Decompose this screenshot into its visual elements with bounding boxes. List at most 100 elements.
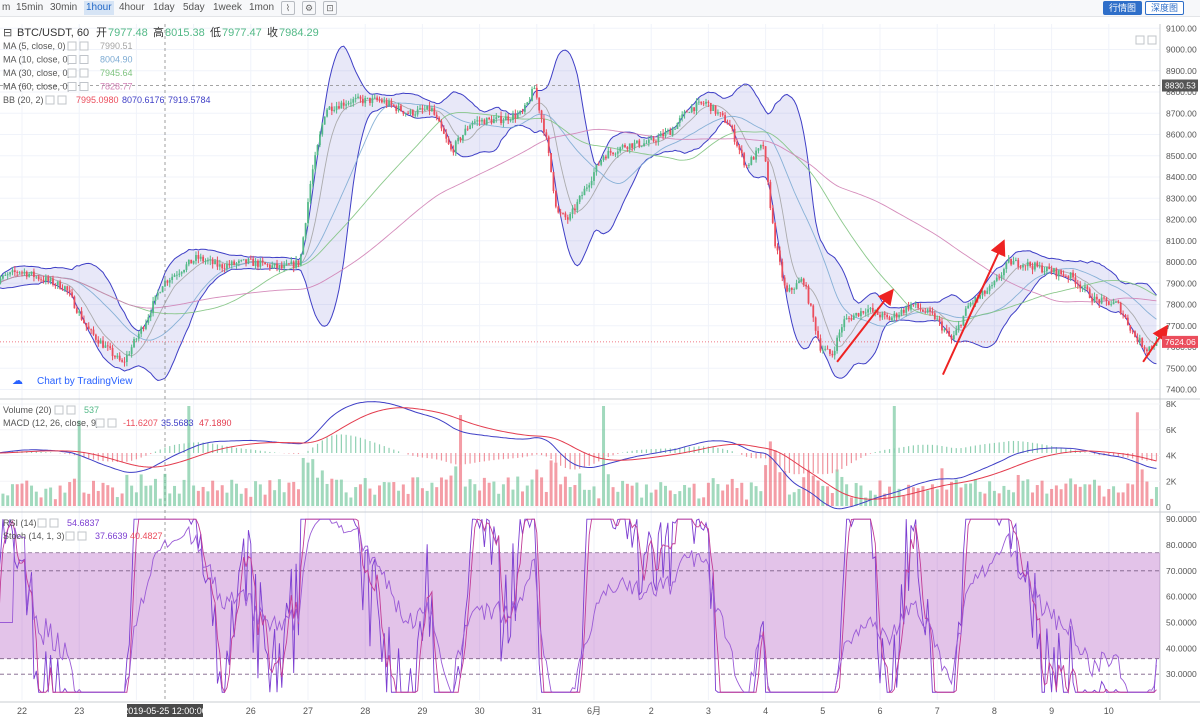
candle-body — [92, 329, 95, 335]
candle-body — [423, 109, 426, 111]
tab-chart-view[interactable]: 行情图 — [1103, 1, 1143, 15]
volume-bar — [1107, 489, 1111, 506]
candle-body — [681, 114, 684, 119]
volume-bar — [973, 479, 977, 506]
candle-body — [607, 150, 610, 159]
candle-body — [228, 264, 231, 266]
volume-bar — [888, 486, 892, 506]
candle-body — [576, 201, 579, 211]
volume-bar — [573, 485, 577, 506]
timeframe-m[interactable]: m — [2, 2, 11, 13]
candle-body — [964, 308, 967, 316]
candle-body — [369, 97, 371, 103]
tradingview-chart[interactable]: 9100.00 9000.00 8900.00 8800.00 8700.00 8600.… — [0, 17, 1200, 720]
candle-body — [743, 153, 746, 166]
volume-bar — [130, 485, 134, 506]
candle-body — [414, 114, 417, 116]
candle-body — [416, 109, 419, 115]
candle-body — [488, 117, 491, 120]
settings-icon[interactable]: ⚙ — [302, 1, 316, 15]
candle-body — [879, 314, 881, 318]
candle-body — [838, 332, 841, 338]
candle-body — [1060, 270, 1063, 275]
candle-body — [176, 274, 178, 276]
volume-bar — [397, 490, 401, 506]
candle-body — [500, 116, 502, 124]
candle-body — [1072, 272, 1074, 278]
volume-bar — [1035, 485, 1039, 506]
volume-bar — [544, 491, 548, 506]
candle-body — [621, 145, 624, 148]
candle-body — [354, 97, 357, 100]
price-tick-label: 8300.00 — [1166, 193, 1197, 203]
candle-body — [454, 141, 457, 153]
candle-body — [733, 128, 736, 142]
annotation-arrows — [836, 239, 1169, 376]
macd-legend-value: -11.6207 — [123, 418, 158, 428]
candle-body — [471, 122, 474, 126]
candle-body — [1065, 276, 1067, 277]
timeframe-1week[interactable]: 1week — [213, 2, 242, 13]
volume-bar — [606, 474, 610, 506]
volume-bar — [625, 483, 629, 506]
volume-bar — [416, 477, 420, 506]
timeframe-1day[interactable]: 1day — [153, 2, 175, 13]
candle-body — [917, 303, 920, 308]
candle-body — [30, 271, 33, 274]
timeframe-5day[interactable]: 5day — [183, 2, 205, 13]
candle-body — [380, 100, 383, 103]
candle-body — [712, 105, 715, 111]
volume-tick-label: 6K — [1166, 425, 1177, 435]
candle-body — [464, 128, 467, 136]
volume-bar — [711, 478, 715, 506]
candle-body — [986, 290, 989, 294]
volume-bar — [797, 488, 801, 506]
timeframe-1mon[interactable]: 1mon — [249, 2, 275, 13]
timeframe-15min[interactable]: 15min — [16, 2, 44, 13]
candle-body — [1081, 288, 1084, 290]
screenshot-icon[interactable]: ⊡ — [323, 1, 337, 15]
macd-legend-value: 47.1890 — [199, 418, 232, 428]
ma-legend-label: MA (10, close, 0) — [3, 55, 71, 65]
legend-eye-icon — [45, 95, 55, 105]
volume-bar — [139, 474, 143, 506]
candle-body — [419, 108, 421, 110]
volume-bar — [1145, 481, 1149, 506]
candle-body — [35, 276, 38, 278]
candle-body — [114, 356, 116, 358]
candle-body — [197, 255, 200, 259]
volume-bar — [826, 486, 830, 506]
candle-body — [373, 97, 376, 99]
volume-bar — [444, 479, 448, 506]
price-tick-label: 7800.00 — [1166, 300, 1197, 310]
candle-body — [883, 313, 886, 315]
timeframe-1hour[interactable]: 1hour — [84, 1, 114, 15]
legend-eye-icon — [65, 531, 75, 541]
candle-body — [805, 284, 808, 287]
candle-body — [426, 105, 429, 110]
timeframe-4hour[interactable]: 4hour — [119, 2, 145, 13]
candle-body — [574, 208, 576, 211]
volume-bar — [959, 487, 963, 506]
volume-bar — [335, 479, 339, 506]
candle-body — [125, 354, 128, 362]
candle-body — [521, 110, 524, 112]
crosshair-price-label: 8830.53 — [1165, 81, 1196, 91]
volume-bar — [163, 473, 167, 506]
candle-body — [94, 334, 97, 340]
candle-body — [874, 310, 877, 312]
volume-bar — [1083, 484, 1087, 506]
volume-bar — [344, 492, 348, 506]
chart-type-icon[interactable]: ⌇ — [281, 1, 295, 15]
candle-body — [1117, 301, 1120, 303]
volume-bar — [53, 499, 57, 506]
volume-bar — [454, 466, 458, 506]
tab-depth-view[interactable]: 深度图 — [1145, 1, 1185, 15]
volume-bar — [535, 469, 539, 506]
timeframe-30min[interactable]: 30min — [50, 2, 78, 13]
legend-eye-icon — [67, 82, 77, 91]
candle-body — [145, 322, 147, 329]
volume-bar — [754, 486, 758, 506]
volume-bar — [111, 487, 115, 506]
candle-body — [295, 260, 297, 268]
